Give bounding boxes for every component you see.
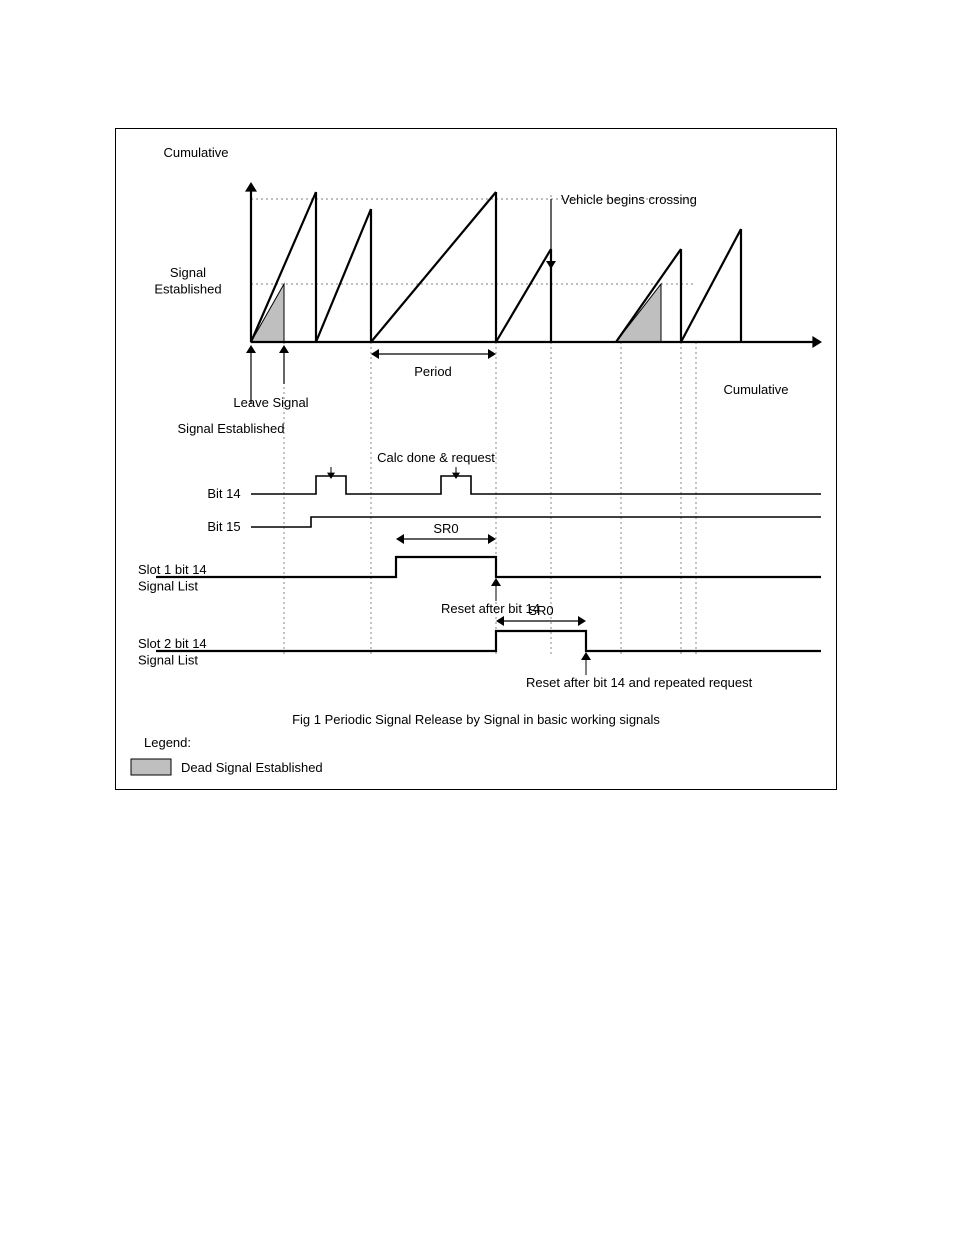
label-sr0-2: SR0	[528, 603, 553, 618]
label-reset-2: Reset after bit 14 and repeated request	[526, 675, 753, 690]
label-legend-intro: Legend:	[144, 735, 191, 750]
label-calc-done: Calc done & request	[377, 450, 495, 465]
label-signal-established: Signal	[170, 265, 206, 280]
label-caption: Fig 1 Periodic Signal Release by Signal …	[292, 712, 660, 727]
label-legend: Dead Signal Established	[181, 760, 323, 775]
legend-swatch	[131, 759, 171, 775]
figure-frame: Vehicle begins crossing Leave Signal Signa…	[115, 128, 837, 790]
label-bit15: Bit 15	[207, 519, 240, 534]
label-x-axis: Cumulative	[723, 382, 788, 397]
label-sr0-1: SR0	[433, 521, 458, 536]
label-slot2: Slot 2 bit 14	[138, 636, 207, 651]
label-slot1: Signal List	[138, 578, 198, 593]
label-bit14: Bit 14	[207, 486, 240, 501]
timing-diagram: Vehicle begins crossing Leave Signal Signa…	[116, 129, 836, 789]
label-slot1: Slot 1 bit 14	[138, 562, 207, 577]
label-right-annotation: Vehicle begins crossing	[561, 192, 697, 207]
label-period: Period	[414, 364, 452, 379]
label-signal-established-pointer: Signal Established	[178, 421, 285, 436]
label-reset-1: Reset after bit 14	[441, 601, 540, 616]
label-y-axis: Cumulative	[163, 145, 228, 160]
label-leave-signal: Leave Signal	[233, 395, 308, 410]
label-signal-established: Established	[154, 281, 221, 296]
label-slot2: Signal List	[138, 652, 198, 667]
